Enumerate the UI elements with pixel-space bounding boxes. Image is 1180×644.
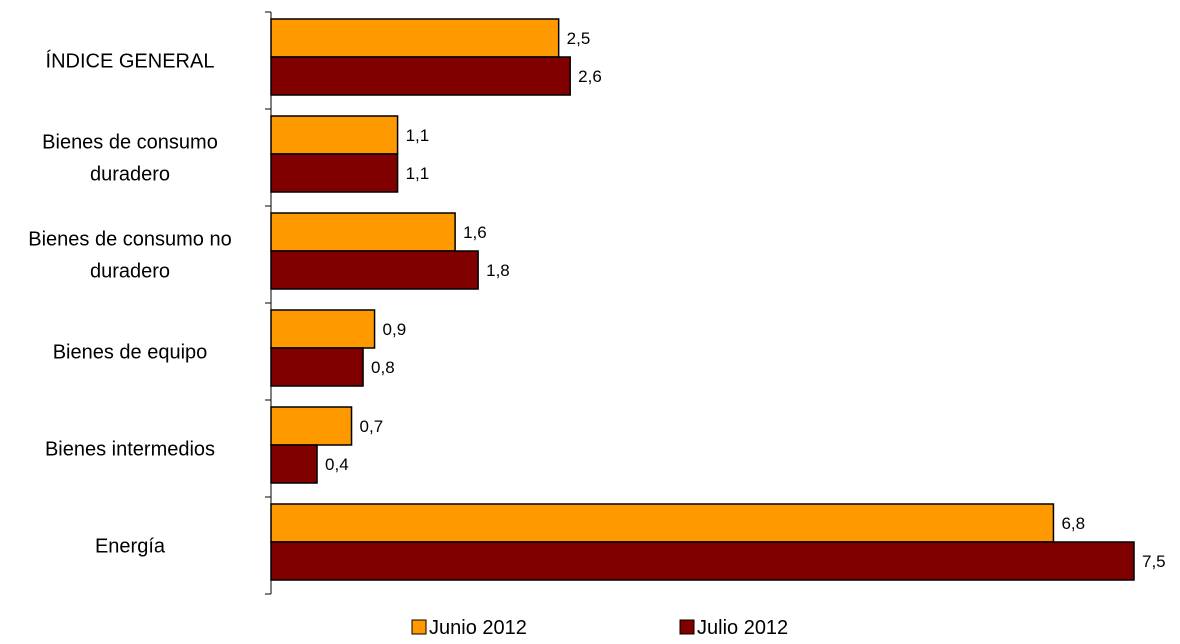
bar-junio [270, 115, 399, 155]
data-label: 0,7 [360, 417, 384, 436]
category-label: Bienes de consumo no duradero [28, 229, 231, 283]
data-label: 1,8 [486, 261, 510, 280]
data-label: 1,6 [463, 223, 487, 242]
legend-label: Julio 2012 [697, 617, 788, 639]
data-label: 1,1 [406, 164, 430, 183]
data-label: 0,4 [325, 455, 349, 474]
category-label-line: duradero [90, 261, 170, 283]
category-label-line: Bienes intermedios [45, 439, 215, 461]
category-label-line: duradero [90, 164, 170, 186]
bar-julio [270, 250, 479, 290]
bar-julio [270, 153, 399, 193]
category-label: Bienes intermedios [45, 439, 215, 461]
category-label-line: Energía [95, 536, 166, 558]
legend-swatch [411, 619, 427, 635]
category-label: ÍNDICE GENERAL [46, 50, 215, 73]
data-label: 2,6 [578, 67, 602, 86]
data-label: 7,5 [1142, 552, 1166, 571]
data-label: 0,9 [383, 320, 407, 339]
category-label-line: ÍNDICE GENERAL [46, 50, 215, 73]
data-label: 2,5 [567, 29, 591, 48]
category-label: Energía [95, 536, 166, 558]
data-label: 0,8 [371, 358, 395, 377]
bar-julio [270, 347, 364, 387]
bar-junio [270, 503, 1055, 543]
bar-julio [270, 444, 318, 484]
bar-junio [270, 309, 376, 349]
bar-julio [270, 541, 1135, 581]
data-label: 6,8 [1061, 514, 1085, 533]
legend-label: Junio 2012 [429, 617, 527, 639]
category-label: Bienes de consumo duradero [42, 132, 218, 186]
bar-junio [270, 406, 353, 446]
bar-junio [270, 212, 456, 252]
category-label-line: Bienes de equipo [53, 342, 208, 364]
category-label-line: Bienes de consumo no [28, 229, 231, 251]
category-label-line: Bienes de consumo [42, 132, 218, 154]
legend-swatch [679, 619, 695, 635]
bar-julio [270, 56, 571, 96]
bar-junio [270, 18, 560, 58]
data-label: 1,1 [406, 126, 430, 145]
category-label: Bienes de equipo [53, 342, 208, 364]
